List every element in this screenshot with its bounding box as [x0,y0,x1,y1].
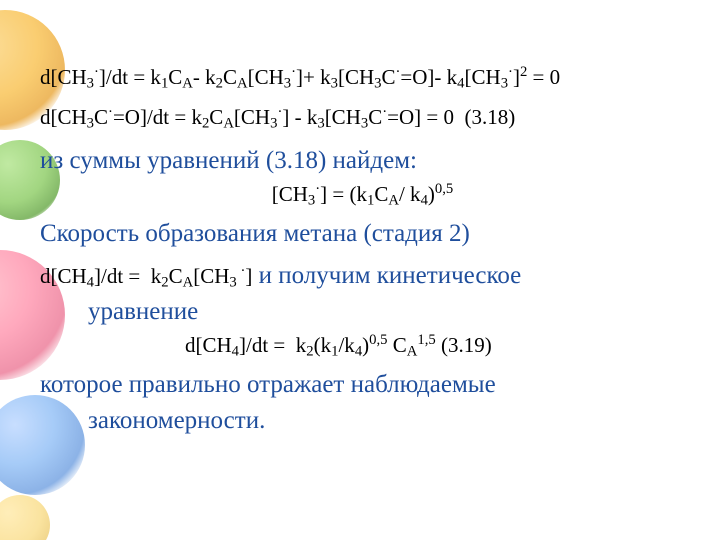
content-area: d[CH3·]/dt = k1CA- k2CA[CH3·]+ k3[CH3C·=… [40,62,685,439]
equation-fragment-l6: d[CH4]/dt = k2CA[CH3 ·] [40,264,252,288]
equation-line-1: d[CH3·]/dt = k1CA- k2CA[CH3·]+ k3[CH3C·=… [40,62,685,92]
text-conclusion-line2: закономерности. [40,403,685,439]
slide: d[CH3·]/dt = k1CA- k2CA[CH3·]+ k3[CH3C·=… [0,0,720,540]
decor-bubble-yellow2 [0,495,50,540]
text-l6-line2: уравнение [40,294,685,330]
text-conclusion-line1: которое правильно отражает наблюдаемые [40,367,685,403]
equation-line-3: [CH3·] = (k1CA/ k4)0,5 [40,179,685,209]
text-sum-of-equations: из суммы уравнений (3.18) найдем: [40,143,685,179]
equation-line-2: d[CH3C·=O]/dt = k2CA[CH3·] - k3[CH3C·=O]… [40,102,685,132]
text-rate-methane: Скорость образования метана (стадия 2) [40,216,685,252]
mixed-line-6: d[CH4]/dt = k2CA[CH3 ·] и получим кинети… [40,258,685,294]
text-l6-continuation: и получим кинетическое [252,262,521,289]
equation-line-4: d[CH4]/dt = k2(k1/k4)0,5 CA1,5 (3.19) [40,330,685,360]
